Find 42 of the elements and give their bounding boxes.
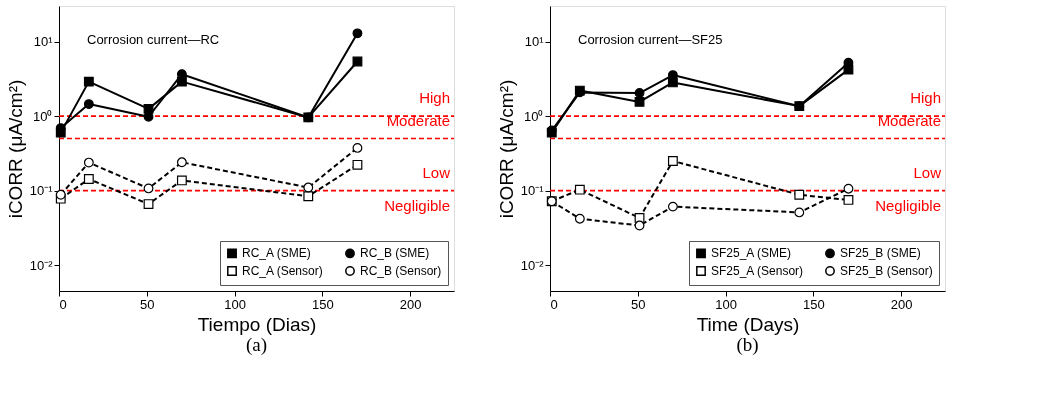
legend-label: RC_A (SME): [242, 246, 311, 261]
x-tick-label: 100: [224, 296, 246, 312]
x-tick-label: 200: [890, 296, 913, 312]
y-axis-title: iCORR (μA/cm²): [4, 79, 26, 219]
y-tick-label: 10⁻²: [29, 257, 54, 273]
annotation: Moderate: [386, 111, 450, 129]
text: (b): [736, 334, 759, 356]
annotation: High: [419, 89, 450, 107]
annotation: Moderate: [877, 111, 941, 129]
x-tick-label: 0: [550, 296, 558, 312]
annotation: Low: [913, 163, 942, 181]
x-tick-label: 50: [631, 296, 646, 312]
y-tick-label: 10⁰: [33, 108, 53, 124]
annotation: Low: [422, 163, 451, 181]
text: Corrosion current—RC: [87, 32, 220, 47]
y-tick-label: 10¹: [524, 34, 545, 50]
legend-label: RC_B (Sensor): [360, 264, 442, 278]
x-tick-label: 0: [59, 296, 67, 312]
x-tick-label: 200: [399, 296, 422, 312]
y-tick-label: 10⁻¹: [520, 183, 545, 199]
x-axis-title: Time (Days): [696, 313, 800, 335]
legend-label: SF25_B (Sensor): [840, 264, 933, 278]
x-tick-label: 150: [802, 296, 825, 312]
legend-label: RC_B (SME): [360, 246, 430, 261]
y-axis-title: iCORR (μA/cm²): [495, 79, 517, 219]
legend-label: RC_A (Sensor): [242, 264, 323, 278]
y-tick-label: 10⁰: [524, 108, 544, 124]
annotation: Negligible: [875, 196, 941, 214]
y-tick-label: 10¹: [33, 34, 54, 50]
x-tick-label: 100: [715, 296, 737, 312]
legend-label: SF25_A (Sensor): [711, 264, 804, 278]
annotation: Negligible: [384, 196, 450, 214]
legend-label: SF25_A (SME): [711, 246, 792, 261]
x-axis-title: Tiempo (Dias): [197, 313, 317, 335]
y-tick-label: 10⁻¹: [29, 183, 54, 199]
x-tick-label: 50: [140, 296, 155, 312]
x-tick-label: 150: [311, 296, 334, 312]
y-tick-label: 10⁻²: [520, 257, 545, 273]
legend-label: SF25_B (SME): [840, 246, 921, 261]
text: Corrosion current—SF25: [578, 32, 723, 47]
text: (a): [245, 334, 268, 356]
annotation: High: [910, 89, 941, 107]
